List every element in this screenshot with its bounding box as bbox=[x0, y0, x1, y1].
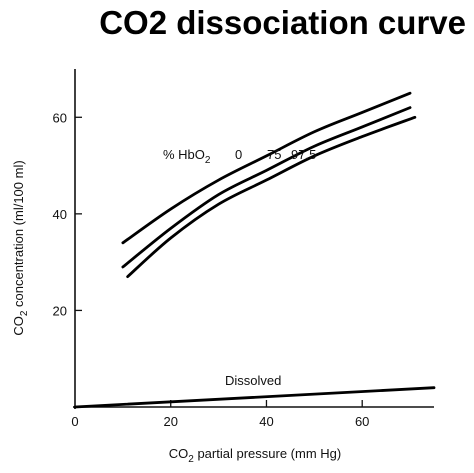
ylabel-sub: 2 bbox=[19, 310, 30, 316]
title-rest: dissociation curve bbox=[167, 4, 466, 41]
y-tick-label: 20 bbox=[53, 303, 67, 318]
x-tick-label: 40 bbox=[259, 414, 273, 429]
ylabel-post: concentration (ml/100 ml) bbox=[11, 160, 26, 310]
series-line-0 bbox=[121, 91, 412, 245]
series-line-dissolved bbox=[73, 386, 436, 409]
title-co: CO bbox=[99, 4, 149, 41]
chart-title: CO2 dissociation curve bbox=[0, 4, 474, 42]
title-subscript: 2 bbox=[148, 4, 168, 41]
xlabel-pre: CO bbox=[169, 446, 189, 461]
ylabel-pre: CO bbox=[11, 316, 26, 336]
hbo2-pre: % HbO bbox=[163, 147, 205, 162]
xlabel-post: partial pressure (mm Hg) bbox=[194, 446, 341, 461]
x-tick-label: 20 bbox=[163, 414, 177, 429]
curves bbox=[73, 91, 436, 409]
y-tick-label: 40 bbox=[53, 207, 67, 222]
x-tick-label: 0 bbox=[71, 414, 78, 429]
axes bbox=[73, 69, 434, 409]
series-label-dissolved: Dissolved bbox=[225, 373, 281, 388]
y-tick-label: 60 bbox=[53, 110, 67, 125]
series-label-97-5: 97.5 bbox=[291, 147, 316, 162]
series-label-75: 75 bbox=[267, 147, 281, 162]
series-line-75 bbox=[121, 106, 412, 269]
y-axis-title: CO2 concentration (ml/100 ml) bbox=[11, 160, 30, 335]
xlabel-sub: 2 bbox=[188, 454, 194, 465]
hbo2-label: % HbO2 bbox=[163, 147, 211, 166]
series-label-0: 0 bbox=[235, 147, 242, 162]
series-line-97-5 bbox=[126, 115, 417, 279]
x-tick-label: 60 bbox=[355, 414, 369, 429]
hbo2-sub: 2 bbox=[205, 155, 211, 166]
x-axis-title: CO2 partial pressure (mm Hg) bbox=[169, 446, 341, 465]
